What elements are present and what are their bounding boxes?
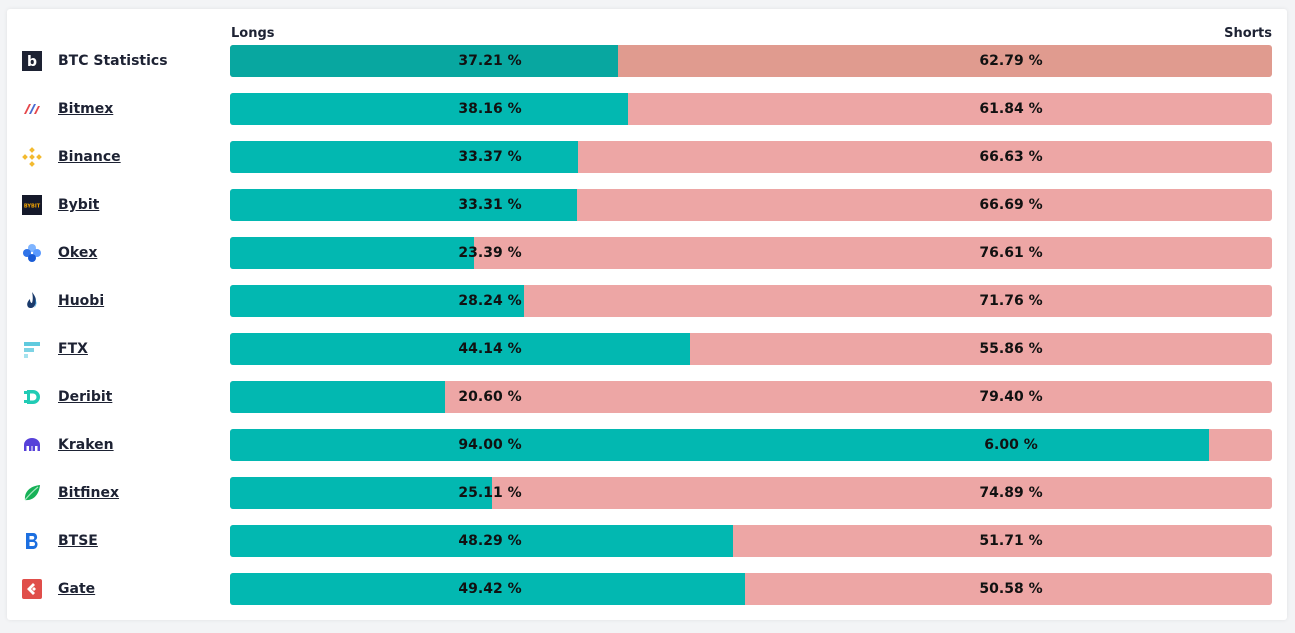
bybit-icon: BYBIT [22, 195, 42, 215]
longs-value-label: 23.39 % [458, 245, 522, 261]
long-short-bar: 48.29 % 51.71 % [230, 525, 1272, 557]
longs-value-label: 20.60 % [458, 389, 522, 405]
exchange-name[interactable]: Deribit [58, 389, 113, 405]
longs-value-label: 38.16 % [458, 101, 522, 117]
long-short-bar: 37.21 % 62.79 % [230, 45, 1272, 77]
exchange-name[interactable]: FTX [58, 341, 88, 357]
exchange-name[interactable]: Bybit [58, 197, 100, 213]
huobi-icon [22, 291, 42, 311]
kraken-icon [22, 435, 42, 455]
shorts-header: Shorts [1224, 26, 1272, 41]
longs-segment [230, 573, 745, 605]
long-short-bar: 33.37 % 66.63 % [230, 141, 1272, 173]
exchange-name[interactable]: Gate [58, 581, 96, 597]
row-label-bybit[interactable]: BYBIT Bybit [22, 195, 99, 215]
longs-value-label: 37.21 % [458, 53, 522, 69]
exchange-name[interactable]: Bitfinex [58, 485, 120, 501]
long-short-bar: 33.31 % 66.69 % [230, 189, 1272, 221]
exchange-name[interactable]: Huobi [58, 293, 105, 309]
shorts-value-label: 55.86 % [979, 341, 1043, 357]
long-short-bar: 38.16 % 61.84 % [230, 93, 1272, 125]
deribit-icon [22, 387, 42, 407]
row-label-okex[interactable]: Okex [22, 243, 97, 263]
shorts-value-label: 66.69 % [979, 197, 1043, 213]
shorts-value-label: 79.40 % [979, 389, 1043, 405]
row-label-ftx[interactable]: FTX [22, 339, 88, 359]
exchange-name[interactable]: Kraken [58, 437, 114, 453]
bitmex-icon [22, 99, 42, 119]
row-label-kraken[interactable]: Kraken [22, 435, 114, 455]
shorts-value-label: 71.76 % [979, 293, 1043, 309]
longs-segment [230, 45, 618, 77]
exchange-name: BTC Statistics [58, 53, 168, 69]
long-short-bar: 23.39 % 76.61 % [230, 237, 1272, 269]
bybit-icon-text: BYBIT [24, 204, 41, 210]
btc-statistics-icon: b [22, 51, 42, 71]
long-short-bar: 25.11 % 74.89 % [230, 477, 1272, 509]
shorts-value-label: 50.58 % [979, 581, 1043, 597]
row-label-gate[interactable]: Gate [22, 579, 95, 599]
row-label-binance[interactable]: Binance [22, 147, 121, 167]
longs-value-label: 44.14 % [458, 341, 522, 357]
long-short-bar: 28.24 % 71.76 % [230, 285, 1272, 317]
longs-segment [230, 525, 734, 557]
longs-segment [230, 93, 628, 125]
shorts-value-label: 74.89 % [979, 485, 1043, 501]
exchange-name[interactable]: BTSE [58, 533, 98, 549]
longs-segment [230, 141, 578, 173]
long-short-bar: 20.60 % 79.40 % [230, 381, 1272, 413]
row-label-bitfinex[interactable]: Bitfinex [22, 483, 119, 503]
row-label-deribit[interactable]: Deribit [22, 387, 112, 407]
row-label-bitmex[interactable]: Bitmex [22, 99, 113, 119]
row-label-huobi[interactable]: Huobi [22, 291, 104, 311]
longs-segment [230, 381, 445, 413]
longs-segment [230, 285, 525, 317]
shorts-value-label: 61.84 % [979, 101, 1043, 117]
okex-icon [22, 243, 42, 263]
longs-segment [230, 429, 1210, 461]
longs-value-label: 94.00 % [458, 437, 522, 453]
longs-value-label: 33.31 % [458, 197, 522, 213]
longs-segment [230, 477, 492, 509]
shorts-value-label: 6.00 % [984, 437, 1038, 453]
longs-value-label: 33.37 % [458, 149, 522, 165]
longs-value-label: 28.24 % [458, 293, 522, 309]
shorts-value-label: 66.63 % [979, 149, 1043, 165]
svg-text:b: b [27, 54, 37, 70]
ftx-icon [22, 339, 42, 359]
long-short-bar: 44.14 % 55.86 % [230, 333, 1272, 365]
btse-icon [22, 531, 42, 551]
long-short-bar: 49.42 % 50.58 % [230, 573, 1272, 605]
exchange-name[interactable]: Bitmex [58, 101, 114, 117]
shorts-value-label: 51.71 % [979, 533, 1043, 549]
longs-header: Longs [231, 26, 275, 41]
row-label-btse[interactable]: BTSE [22, 531, 98, 551]
long-short-bar: 94.00 % 6.00 % [230, 429, 1272, 461]
binance-icon [22, 147, 42, 167]
row-label-btc-statistics: b BTC Statistics [22, 51, 168, 71]
longs-value-label: 48.29 % [458, 533, 522, 549]
gate-icon [22, 579, 42, 599]
longs-segment [230, 237, 474, 269]
longs-value-label: 49.42 % [458, 581, 522, 597]
exchange-name[interactable]: Binance [58, 149, 121, 165]
longs-segment [230, 333, 690, 365]
longs-value-label: 25.11 % [458, 485, 522, 501]
shorts-value-label: 76.61 % [979, 245, 1043, 261]
bitfinex-icon [22, 483, 42, 503]
shorts-value-label: 62.79 % [979, 53, 1043, 69]
longs-segment [230, 189, 578, 221]
exchange-name[interactable]: Okex [58, 245, 98, 261]
